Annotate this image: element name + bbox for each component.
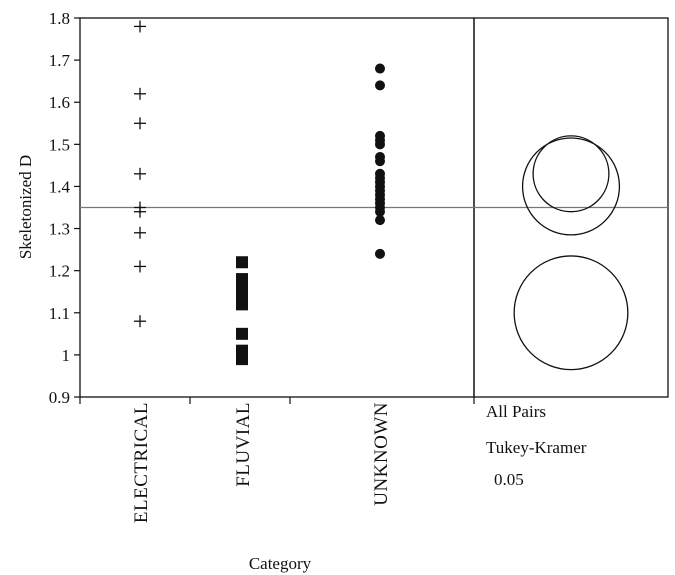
data-points bbox=[134, 20, 385, 366]
data-point-fluvial bbox=[236, 298, 248, 311]
data-point-electrical bbox=[134, 20, 146, 33]
data-point-unknown bbox=[375, 215, 385, 226]
y-tick-label: 1.1 bbox=[49, 304, 70, 323]
comparison-circle bbox=[521, 137, 621, 236]
y-tick-label: 1.4 bbox=[49, 177, 71, 196]
data-point-electrical bbox=[134, 87, 146, 100]
data-point-unknown bbox=[375, 248, 385, 259]
category-label-fluvial: FLUVIAL bbox=[233, 402, 254, 487]
y-tick-label: 1.5 bbox=[49, 135, 70, 154]
category-labels: ELECTRICAL FLUVIAL UNKNOWN bbox=[131, 402, 392, 523]
data-point-unknown bbox=[375, 80, 385, 91]
comparison-circle bbox=[513, 255, 629, 371]
data-point-fluvial bbox=[236, 256, 248, 269]
y-tick-label: 1.6 bbox=[49, 93, 70, 112]
y-tick-label: 1.2 bbox=[49, 262, 70, 281]
y-tick-label: 1 bbox=[62, 346, 71, 365]
comparison-label-alpha: 0.05 bbox=[494, 470, 524, 489]
x-axis-label: Category bbox=[249, 554, 312, 573]
data-point-unknown bbox=[375, 206, 385, 217]
data-point-electrical bbox=[134, 205, 146, 218]
comparison-label-method: All Pairs bbox=[486, 402, 546, 421]
comparison-circles bbox=[513, 135, 629, 371]
y-tick-label: 1.8 bbox=[49, 9, 70, 28]
y-axis: 0.9 1 1.1 1.2 1.3 1.4 1.5 1.6 1.7 1.8 bbox=[49, 9, 80, 407]
data-point-electrical bbox=[134, 117, 146, 130]
comparison-label-test: Tukey-Kramer bbox=[486, 438, 587, 457]
data-point-electrical bbox=[134, 226, 146, 239]
y-tick-label: 0.9 bbox=[49, 388, 70, 407]
data-point-unknown bbox=[375, 139, 385, 150]
data-point-unknown bbox=[375, 63, 385, 74]
category-label-unknown: UNKNOWN bbox=[371, 402, 392, 506]
data-point-unknown bbox=[375, 156, 385, 167]
data-point-electrical bbox=[134, 315, 146, 328]
data-point-fluvial bbox=[236, 327, 248, 340]
y-axis-label: Skeletonized D bbox=[16, 155, 35, 259]
x-axis-ticks bbox=[79, 397, 475, 404]
data-point-electrical bbox=[134, 260, 146, 273]
y-tick-label: 1.7 bbox=[49, 51, 71, 70]
comparison-circle bbox=[532, 135, 610, 213]
data-point-fluvial bbox=[236, 353, 248, 366]
y-tick-label: 1.3 bbox=[49, 220, 70, 239]
data-point-electrical bbox=[134, 167, 146, 180]
category-label-electrical: ELECTRICAL bbox=[131, 402, 152, 523]
